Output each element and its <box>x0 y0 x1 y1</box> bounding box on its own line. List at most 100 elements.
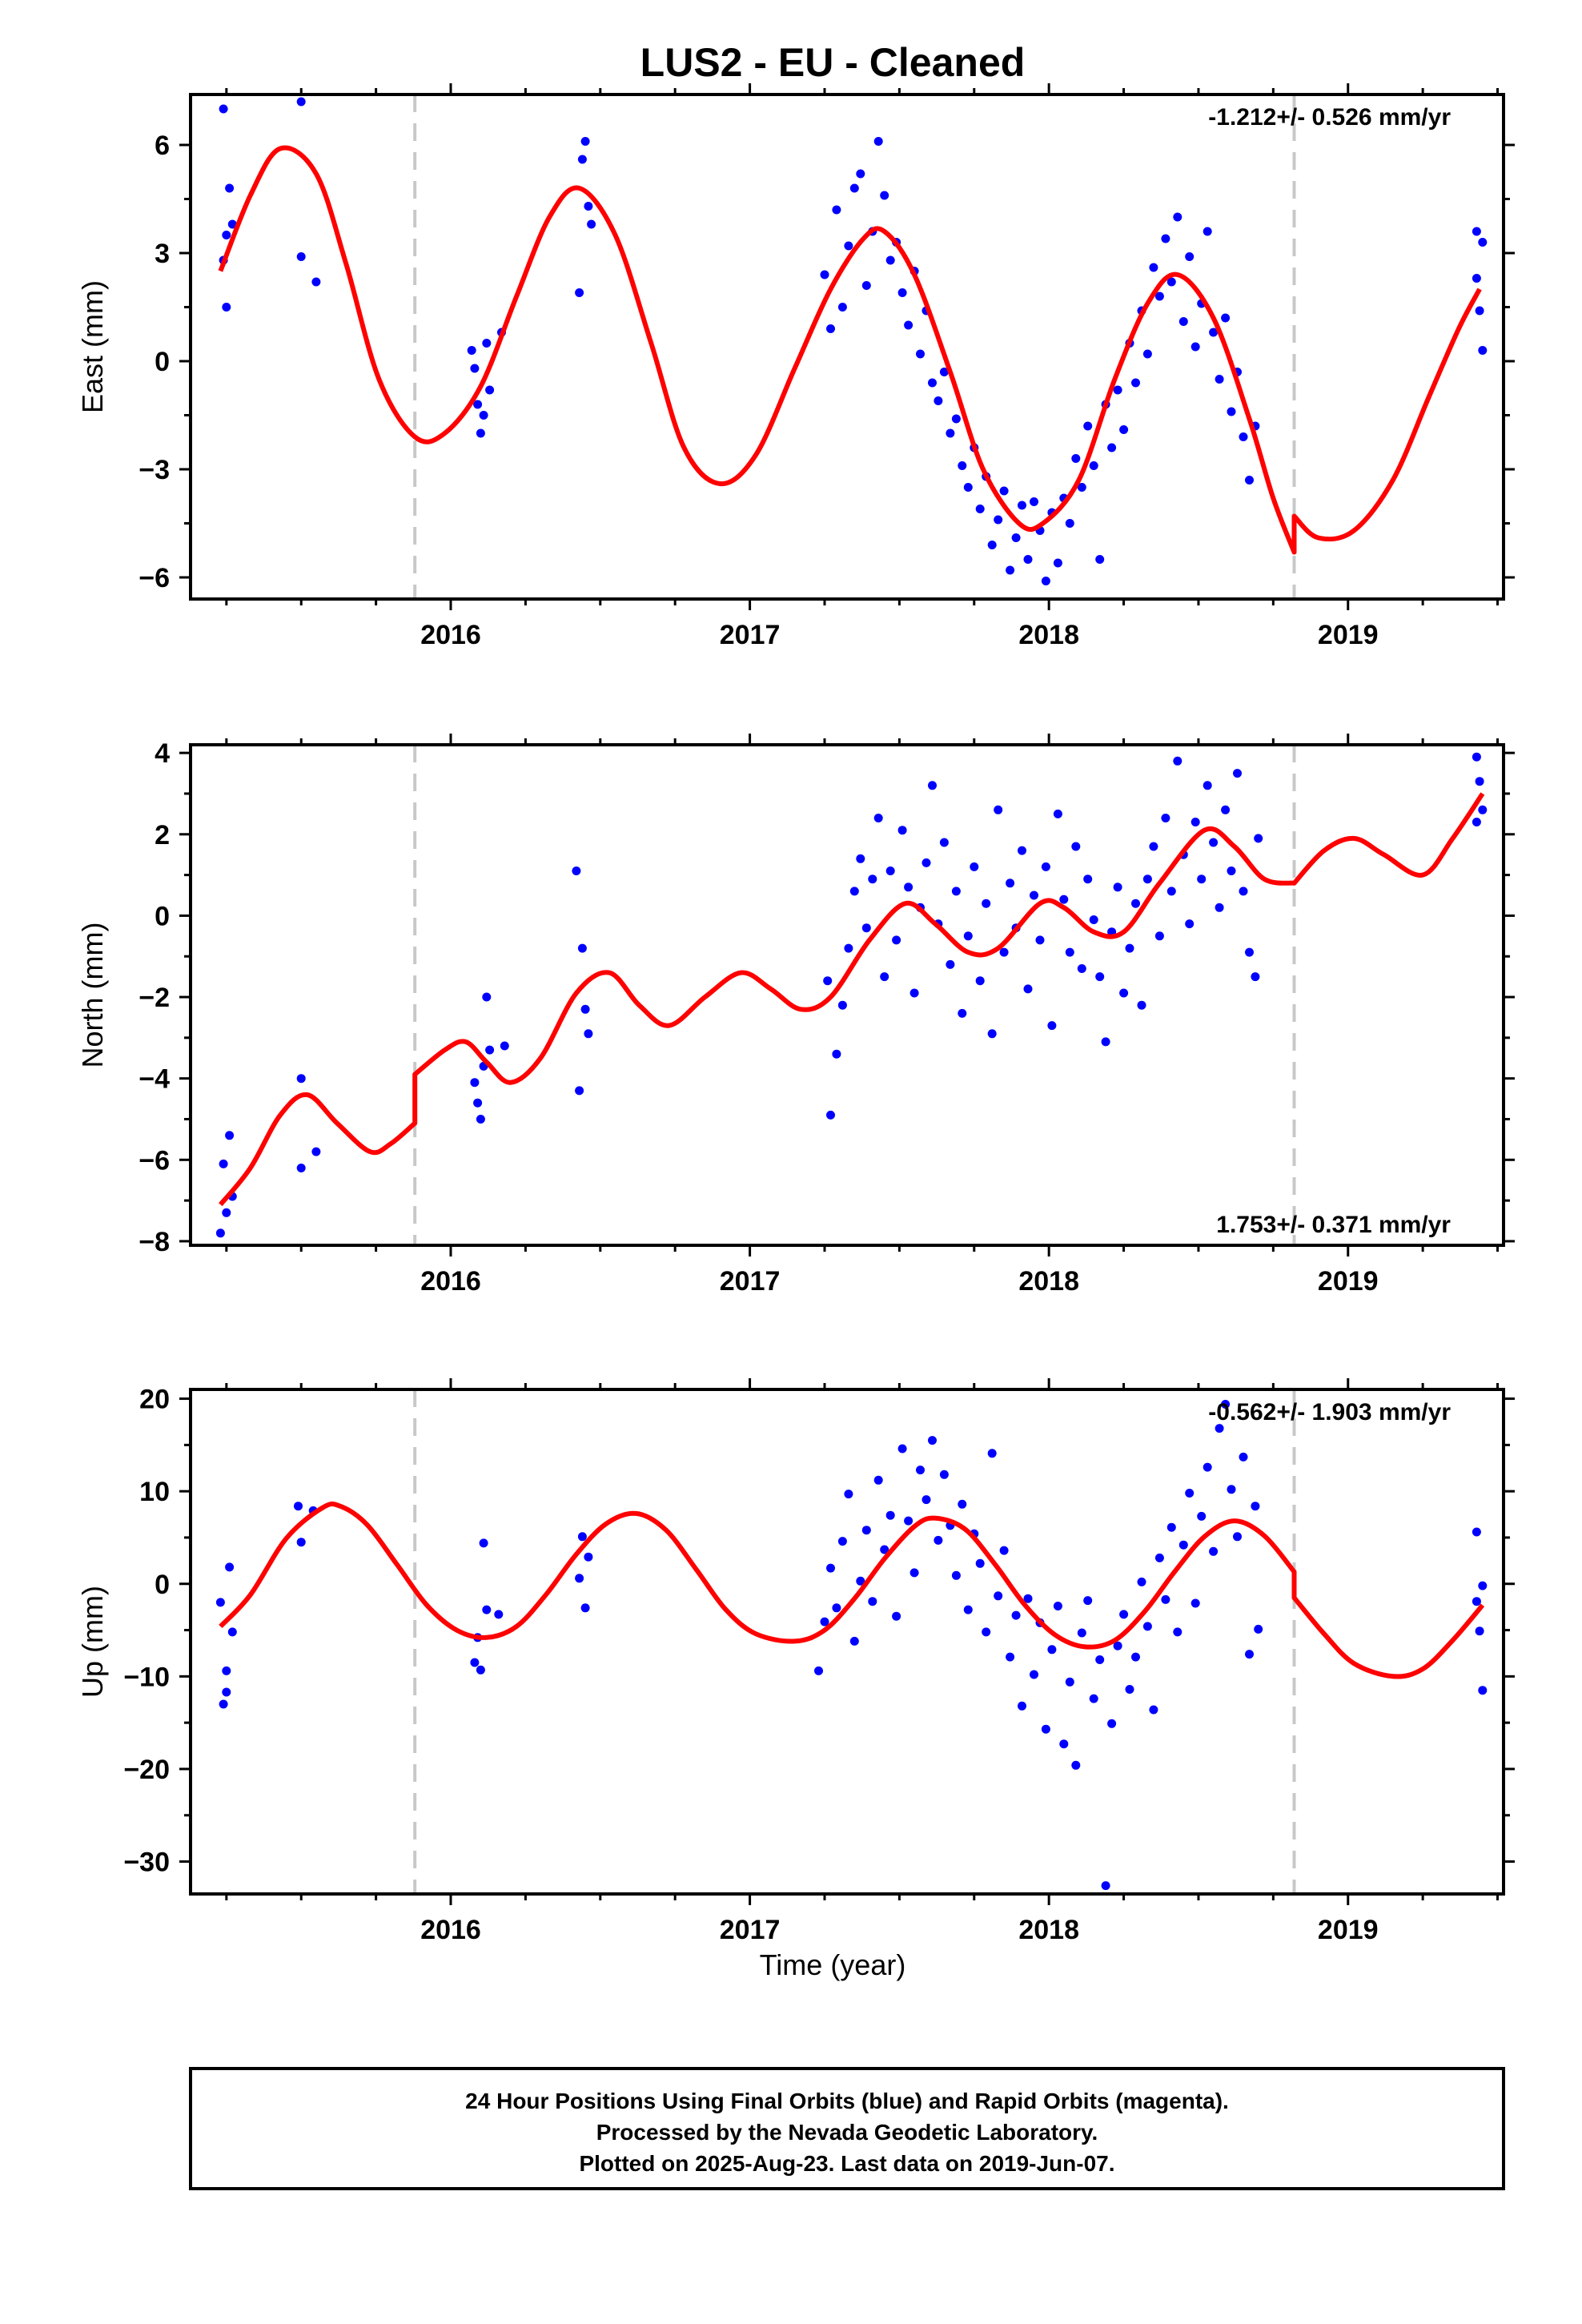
up-point-68 <box>1107 1719 1117 1728</box>
north-ytick-label-5: 2 <box>155 820 170 850</box>
up-point-69 <box>1113 1641 1122 1651</box>
north-point-38 <box>928 781 937 790</box>
east-point-17 <box>575 288 584 297</box>
east-panel: 2016 2017 2018 2019 −6 −3 0 3 6 East (mm) -1.212+/… <box>76 83 1515 650</box>
north-frame <box>189 743 1505 1247</box>
east-point-68 <box>1095 555 1105 564</box>
north-point-41 <box>946 959 955 969</box>
north-point-53 <box>1018 846 1026 855</box>
east-point-35 <box>897 288 907 297</box>
north-xtick-label-1: 2017 <box>720 1266 781 1297</box>
north-point-30 <box>880 972 889 982</box>
north-point-88 <box>1227 866 1236 875</box>
north-point-62 <box>1071 842 1081 851</box>
north-point-67 <box>1101 1037 1110 1047</box>
up-point-98 <box>1478 1581 1488 1590</box>
east-point-79 <box>1161 234 1170 243</box>
east-point-20 <box>584 202 593 211</box>
east-point-36 <box>904 320 913 330</box>
up-point-4 <box>227 1627 237 1637</box>
east-xtick-label-2: 2018 <box>1018 620 1079 650</box>
east-point-74 <box>1131 378 1140 388</box>
east-point-97 <box>1475 306 1484 316</box>
up-point-5 <box>222 1687 231 1697</box>
north-point-61 <box>1065 947 1074 957</box>
east-point-96 <box>1472 274 1481 283</box>
up-point-36 <box>916 1466 925 1475</box>
east-point-99 <box>1478 238 1488 247</box>
north-point-34 <box>904 883 913 892</box>
up-model-curve <box>219 1501 1485 1679</box>
north-point-42 <box>951 887 961 896</box>
north-point-63 <box>1077 964 1086 973</box>
north-panel: 2016 2017 2018 2019 −8 −6 −4 −2 0 2 4 North (mm) 1.7… <box>76 734 1515 1297</box>
east-point-65 <box>1077 483 1086 492</box>
north-point-25 <box>849 887 859 896</box>
up-point-64 <box>1083 1596 1093 1606</box>
north-point-57 <box>1041 862 1050 871</box>
north-point-89 <box>1233 769 1242 778</box>
north-point-18 <box>584 1029 593 1039</box>
north-point-50 <box>999 947 1009 957</box>
up-ytick-label-1: −20 <box>123 1755 170 1785</box>
north-point-20 <box>823 976 833 986</box>
up-point-76 <box>1154 1553 1164 1562</box>
east-point-61 <box>1053 558 1062 568</box>
up-point-11 <box>476 1665 485 1675</box>
up-point-87 <box>1221 1400 1231 1409</box>
up-point-65 <box>1089 1694 1098 1703</box>
up-ytick-label-3: 0 <box>155 1570 170 1600</box>
up-point-0 <box>215 1598 225 1607</box>
east-ytick-label-3: 3 <box>155 239 170 269</box>
up-point-43 <box>958 1499 967 1509</box>
north-point-35 <box>909 988 919 998</box>
north-point-0 <box>215 1228 225 1238</box>
up-panel: 2016 2017 2018 2019 −30 −20 −10 0 10 20 Up (mm) -0.… <box>76 1378 1515 1945</box>
east-point-19 <box>580 137 590 146</box>
east-point-43 <box>946 428 955 438</box>
up-point-78 <box>1166 1522 1176 1532</box>
north-point-86 <box>1215 903 1224 912</box>
north-point-84 <box>1203 781 1212 790</box>
east-point-31 <box>873 137 883 146</box>
up-point-32 <box>892 1611 901 1621</box>
east-point-86 <box>1203 227 1212 236</box>
up-point-84 <box>1203 1462 1212 1472</box>
east-point-44 <box>951 414 961 424</box>
up-point-93 <box>1254 1624 1263 1634</box>
up-point-2 <box>222 1666 231 1675</box>
north-xtick-label-3: 2019 <box>1318 1266 1379 1297</box>
north-ytick-label-3: −2 <box>139 983 170 1013</box>
east-point-64 <box>1071 454 1081 463</box>
footer-frame <box>189 2067 1505 2190</box>
north-point-73 <box>1137 1000 1146 1010</box>
up-point-25 <box>849 1636 859 1646</box>
north-point-74 <box>1142 875 1152 884</box>
north-point-1 <box>219 1159 228 1168</box>
up-point-1 <box>219 1699 228 1709</box>
north-y-axis-label: North (mm) <box>76 923 109 1068</box>
up-point-94 <box>1472 1527 1481 1537</box>
up-point-23 <box>837 1537 847 1546</box>
north-point-94 <box>1472 752 1481 762</box>
up-point-35 <box>909 1568 919 1578</box>
east-point-5 <box>227 219 237 229</box>
east-point-82 <box>1178 317 1188 326</box>
up-point-88 <box>1227 1485 1236 1494</box>
north-ytick-label-4: 0 <box>155 901 170 931</box>
north-point-65 <box>1089 915 1098 924</box>
east-point-66 <box>1083 421 1093 431</box>
north-point-48 <box>987 1029 997 1039</box>
up-point-30 <box>880 1545 889 1554</box>
north-point-64 <box>1083 875 1093 884</box>
east-point-51 <box>994 515 1003 525</box>
north-point-97 <box>1478 805 1488 814</box>
east-point-27 <box>849 183 859 193</box>
north-ytick-label-6: 4 <box>155 738 170 769</box>
north-point-51 <box>1006 879 1015 888</box>
north-point-3 <box>225 1131 235 1140</box>
east-point-59 <box>1041 577 1050 585</box>
east-xtick-label-3: 2019 <box>1318 620 1379 650</box>
east-ytick-label-4: 6 <box>155 131 170 161</box>
east-ytick-label-1: −3 <box>139 455 170 485</box>
